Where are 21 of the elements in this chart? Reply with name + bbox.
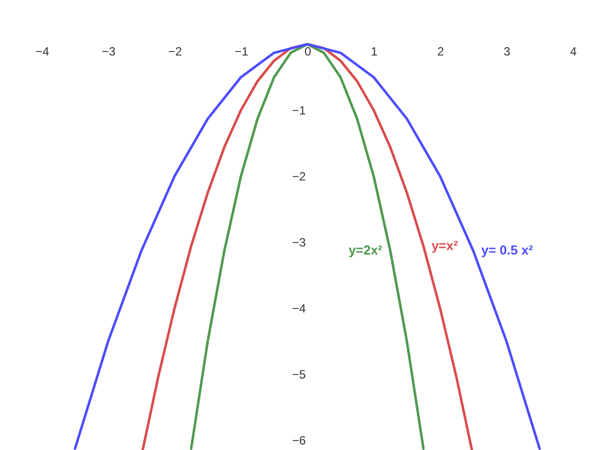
y-tick-label: −2	[292, 170, 306, 184]
series-label: y= 0.5 x²	[481, 242, 534, 258]
x-tick-label: 4	[570, 44, 577, 59]
x-tick-label: −4	[35, 44, 50, 59]
x-tick-label: 1	[370, 44, 378, 59]
x-tick-label: −1	[234, 44, 249, 59]
line-series	[190, 42, 425, 450]
x-tick-label: 2	[437, 44, 444, 59]
x-tick-label: 3	[504, 44, 511, 59]
y-tick-label: −4	[292, 302, 306, 316]
x-tick-label: 0	[304, 44, 312, 59]
y-tick-label: −3	[292, 236, 306, 250]
y-tick-label: −5	[292, 368, 306, 382]
series-label: y=2x²	[348, 242, 383, 258]
x-tick-label: −3	[102, 44, 116, 59]
line-series	[74, 42, 541, 450]
y-tick-label: −1	[292, 104, 306, 118]
line-series	[141, 42, 474, 450]
x-tick-label: −2	[168, 44, 182, 59]
y-tick-label: −6	[292, 434, 306, 448]
series-label: y=x²	[431, 238, 459, 254]
